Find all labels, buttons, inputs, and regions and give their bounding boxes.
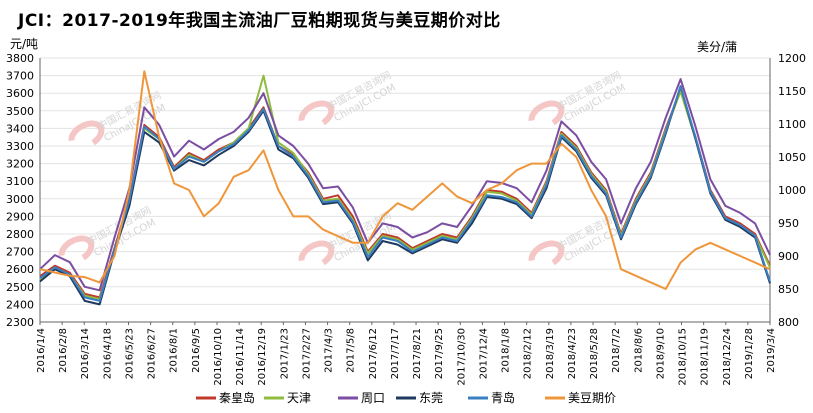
right-axis-unit: 美分/蒲 bbox=[697, 40, 738, 54]
x-tick-label: 2016/12/19 bbox=[257, 328, 268, 386]
left-tick-label: 3700 bbox=[6, 70, 34, 83]
series-line-美豆期价 bbox=[39, 70, 771, 290]
right-tick-label: 850 bbox=[778, 283, 799, 296]
x-tick-label: 2018/11/19 bbox=[700, 328, 711, 386]
watermark-logo bbox=[528, 100, 565, 126]
left-tick-label: 2300 bbox=[6, 316, 34, 329]
series-line-周口 bbox=[39, 78, 771, 292]
right-axis-ticks: 800 850 900 950 1000 1050 1100 1150 1200 bbox=[778, 52, 806, 329]
x-tick-label: 2016/6/27 bbox=[147, 328, 158, 379]
x-tick-label: 2017/9/25 bbox=[434, 328, 445, 379]
left-tick-label: 3000 bbox=[6, 193, 34, 206]
legend-label: 东莞 bbox=[419, 391, 443, 405]
x-axis-ticks: 2016/1/4 2016/2/8 2016/3/14 2016/4/18 2016/5… bbox=[36, 322, 777, 386]
x-tick-label: 2017/5/8 bbox=[346, 328, 357, 373]
left-tick-label: 2500 bbox=[6, 281, 34, 294]
watermark-logo bbox=[68, 120, 105, 146]
watermark-logo bbox=[58, 235, 95, 261]
x-tick-label: 2018/3/19 bbox=[545, 328, 556, 379]
x-tick-label: 2016/8/1 bbox=[169, 328, 180, 373]
x-tick-label: 2017/10/30 bbox=[456, 328, 467, 386]
x-tick-label: 2016/5/23 bbox=[124, 328, 135, 379]
legend-label: 秦皇岛 bbox=[219, 390, 255, 405]
x-tick-label: 2019/3/4 bbox=[766, 328, 777, 373]
x-tick-label: 2018/4/23 bbox=[567, 328, 578, 379]
x-tick-label: 2017/8/21 bbox=[412, 328, 423, 379]
left-tick-label: 3600 bbox=[6, 87, 34, 100]
left-tick-label: 2700 bbox=[6, 246, 34, 259]
x-tick-label: 2017/2/27 bbox=[301, 328, 312, 379]
right-tick-label: 1000 bbox=[778, 184, 806, 197]
legend-label: 天津 bbox=[287, 391, 311, 405]
right-tick-label: 900 bbox=[778, 250, 799, 263]
x-tick-label: 2017/1/23 bbox=[279, 328, 290, 379]
x-tick-label: 2019/1/28 bbox=[744, 328, 755, 379]
x-tick-label: 2016/4/18 bbox=[102, 328, 113, 379]
x-tick-label: 2016/2/8 bbox=[58, 328, 69, 373]
x-tick-label: 2018/2/12 bbox=[523, 328, 534, 379]
left-axis-unit: 元/吨 bbox=[10, 37, 39, 51]
watermark-logo bbox=[298, 240, 335, 266]
left-tick-label: 2800 bbox=[6, 228, 34, 241]
x-tick-label: 2018/9/10 bbox=[655, 328, 666, 379]
legend: 秦皇岛 天津 周口 东莞 青岛 美豆期价 bbox=[196, 390, 616, 405]
x-tick-label: 2017/12/4 bbox=[478, 328, 489, 379]
x-tick-label: 2017/6/12 bbox=[368, 328, 379, 379]
watermark-logo bbox=[298, 100, 335, 126]
left-tick-label: 3100 bbox=[6, 175, 34, 188]
chart-title: JCI：2017-2019年我国主流油厂豆粕期现货与美豆期价对比 bbox=[18, 11, 501, 31]
left-tick-label: 3400 bbox=[6, 122, 34, 135]
x-tick-label: 2016/10/10 bbox=[213, 328, 224, 386]
x-tick-label: 2018/12/24 bbox=[722, 328, 733, 386]
x-tick-label: 2018/7/2 bbox=[611, 328, 622, 373]
left-tick-label: 2600 bbox=[6, 263, 34, 276]
right-tick-label: 950 bbox=[778, 217, 799, 230]
x-tick-label: 2018/5/28 bbox=[589, 328, 600, 379]
x-tick-label: 2018/8/6 bbox=[633, 328, 644, 373]
left-tick-label: 3200 bbox=[6, 158, 34, 171]
right-tick-label: 1050 bbox=[778, 151, 806, 164]
left-tick-label: 2400 bbox=[6, 298, 34, 311]
legend-label: 美豆期价 bbox=[568, 391, 616, 405]
x-tick-label: 2018/1/8 bbox=[501, 328, 512, 373]
left-tick-label: 3500 bbox=[6, 105, 34, 118]
right-tick-label: 1100 bbox=[778, 118, 806, 131]
x-tick-label: 2017/7/17 bbox=[390, 328, 401, 379]
series-layer bbox=[39, 70, 771, 306]
x-tick-label: 2017/4/3 bbox=[324, 328, 335, 373]
right-tick-label: 1150 bbox=[778, 85, 806, 98]
x-tick-label: 2016/1/4 bbox=[36, 328, 47, 373]
x-tick-label: 2016/9/5 bbox=[191, 328, 202, 373]
left-axis-ticks: 2300 2400 2500 2600 2700 2800 2900 3000 3100 3200… bbox=[6, 52, 34, 329]
right-tick-label: 1200 bbox=[778, 52, 806, 65]
left-tick-label: 3300 bbox=[6, 140, 34, 153]
right-tick-label: 800 bbox=[778, 316, 799, 329]
x-tick-label: 2016/3/14 bbox=[80, 328, 91, 379]
watermark-logo bbox=[528, 240, 565, 266]
left-tick-label: 3800 bbox=[6, 52, 34, 65]
left-tick-label: 2900 bbox=[6, 210, 34, 223]
x-tick-label: 2016/11/14 bbox=[235, 328, 246, 386]
legend-label: 周口 bbox=[361, 391, 385, 405]
legend-label: 青岛 bbox=[491, 390, 515, 405]
x-tick-label: 2018/10/15 bbox=[678, 328, 689, 386]
